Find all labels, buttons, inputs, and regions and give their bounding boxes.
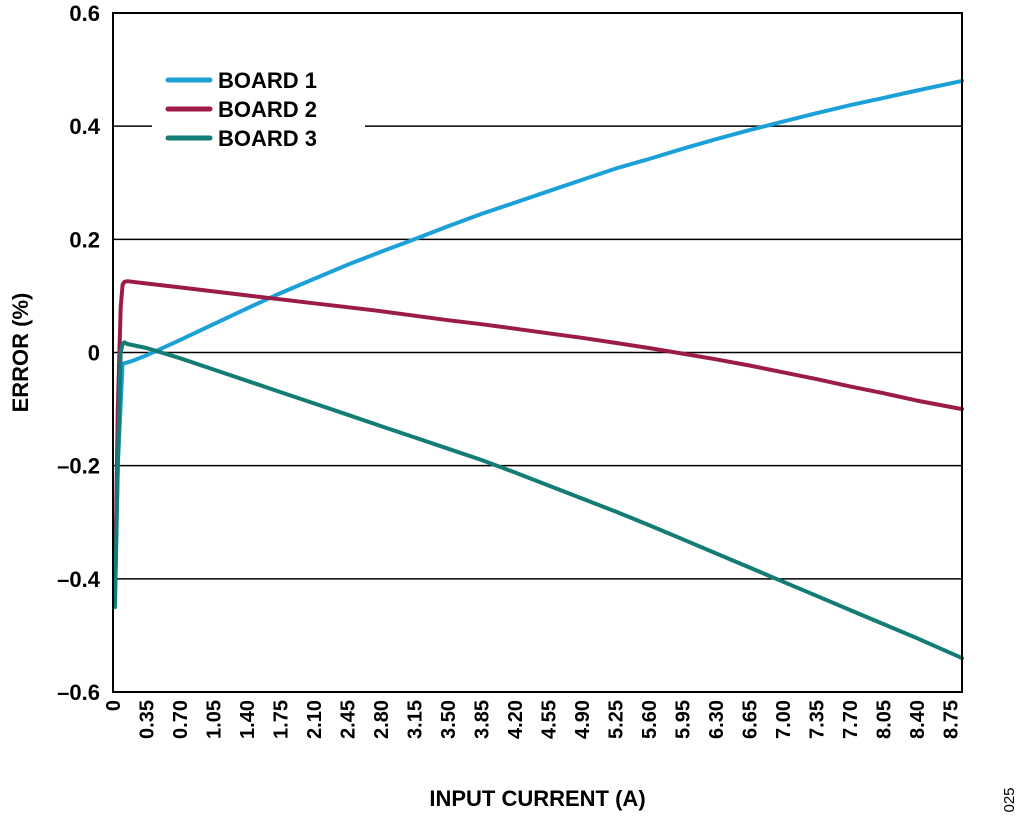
x-tick-label: 0.35 — [137, 700, 159, 739]
x-tick-label: 6.65 — [740, 700, 762, 739]
y-tick-label: –0.6 — [57, 680, 100, 705]
x-tick-label: 4.90 — [572, 700, 594, 739]
series-lines — [112, 78, 964, 661]
plot-frame — [112, 12, 963, 693]
x-tick-label: 1.05 — [204, 700, 226, 739]
y-axis-label: ERROR (%) — [8, 293, 33, 413]
x-tick-label: 7.35 — [807, 700, 829, 739]
grid-lines — [113, 125, 962, 580]
y-tick-label: 0.4 — [69, 114, 100, 139]
x-tick-label: 7.00 — [773, 700, 795, 739]
legend: BOARD 1 BOARD 2 BOARD 3 — [165, 68, 317, 151]
figure-id: 025 — [1001, 787, 1018, 812]
x-tick-label: 5.95 — [673, 700, 695, 739]
x-tick-label: 3.50 — [438, 700, 460, 739]
x-tick-label: 8.40 — [907, 700, 929, 739]
x-tick-label: 4.55 — [539, 700, 561, 739]
x-tick-label: 8.05 — [874, 700, 896, 739]
y-tick-label: 0 — [88, 341, 100, 366]
x-tick-labels: 0 0.35 0.70 1.05 1.40 1.75 2.10 2.45 2.80 3.15 3.5… — [103, 700, 963, 739]
x-tick-label: 0 — [103, 700, 125, 711]
x-tick-label: 2.80 — [371, 700, 393, 739]
series-line-board-3 — [112, 340, 964, 661]
y-tick-label: 0.2 — [69, 227, 100, 252]
series-line-board-1 — [112, 78, 964, 604]
x-tick-label: 2.10 — [304, 700, 326, 739]
series-line-board-2 — [112, 279, 964, 598]
legend-label: BOARD 1 — [218, 68, 317, 93]
x-tick-label: 8.75 — [941, 700, 963, 739]
y-tick-label: 0.6 — [69, 1, 100, 26]
x-axis-label: INPUT CURRENT (A) — [429, 786, 645, 811]
x-tick-label: 3.15 — [405, 700, 427, 739]
x-tick-label: 1.75 — [271, 700, 293, 739]
x-tick-label: 1.40 — [237, 700, 259, 739]
x-tick-label: 0.70 — [170, 700, 192, 739]
legend-label: BOARD 3 — [218, 126, 317, 151]
x-tick-label: 5.25 — [606, 700, 628, 739]
x-tick-label: 4.20 — [505, 700, 527, 739]
y-tick-label: –0.2 — [57, 454, 100, 479]
x-tick-label: 5.60 — [639, 700, 661, 739]
legend-label: BOARD 2 — [218, 97, 317, 122]
y-tick-label: –0.4 — [57, 567, 101, 592]
y-tick-labels: 0.6 0.4 0.2 0 –0.2 –0.4 –0.6 — [57, 1, 101, 705]
x-tick-label: 7.70 — [840, 700, 862, 739]
x-tick-label: 3.85 — [472, 700, 494, 739]
x-tick-label: 6.30 — [706, 700, 728, 739]
x-tick-label: 2.45 — [338, 700, 360, 739]
